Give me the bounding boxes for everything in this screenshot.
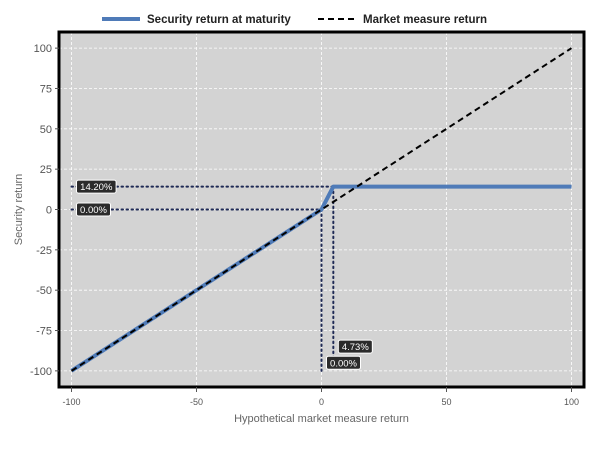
callout-label: 14.20%	[80, 182, 113, 193]
callout-label: 0.00%	[330, 358, 357, 369]
legend-entry: Security return at maturity	[102, 14, 291, 26]
y-tick-label: -75	[36, 326, 52, 338]
x-tick-label: 0	[319, 397, 324, 407]
x-tick-label: 100	[564, 397, 579, 407]
legend-entry: Market measure return	[318, 14, 487, 26]
series-layer	[70, 47, 573, 373]
x-axis-ticks: -100 -50 0 50 100	[62, 387, 579, 407]
series-line-market-measure	[70, 47, 573, 372]
y-tick-label: 50	[40, 124, 52, 136]
callout-box	[337, 339, 373, 354]
legend-label: Security return at maturity	[147, 14, 291, 26]
y-tick-label: 25	[40, 164, 52, 176]
y-tick-label: 100	[34, 43, 52, 55]
legend-label: Market measure return	[363, 14, 487, 26]
y-tick-label: -50	[36, 285, 52, 297]
x-tick-label: -100	[62, 397, 80, 407]
y-axis-label: Security return	[13, 174, 25, 246]
callout-box	[76, 179, 117, 194]
y-axis-ticks: 100 75 50 25 0 -25 -50 -75 -100	[30, 43, 59, 378]
y-callout: 0.00%	[76, 202, 111, 217]
x-callout: 0.00%	[326, 355, 361, 370]
x-tick-label: 50	[441, 397, 451, 407]
y-tick-label: -25	[36, 245, 52, 257]
series-line-security-return	[70, 184, 572, 373]
y-tick-label: 75	[40, 83, 52, 95]
y-tick-label: 0	[46, 205, 52, 217]
callouts: 14.20% 0.00% 4.73% 0.00%	[76, 179, 373, 370]
callout-box	[76, 202, 111, 217]
x-callout: 4.73%	[337, 339, 373, 354]
callout-box	[326, 355, 361, 370]
callout-label: 4.73%	[342, 342, 369, 353]
x-axis-label: Hypothetical market measure return	[234, 413, 409, 425]
x-tick-label: -50	[190, 397, 203, 407]
y-callout: 14.20%	[76, 179, 117, 194]
callout-guides	[70, 185, 335, 372]
callout-label: 0.00%	[80, 205, 107, 216]
y-tick-label: -100	[30, 366, 52, 378]
legend: Security return at maturity Market measur…	[102, 14, 487, 26]
